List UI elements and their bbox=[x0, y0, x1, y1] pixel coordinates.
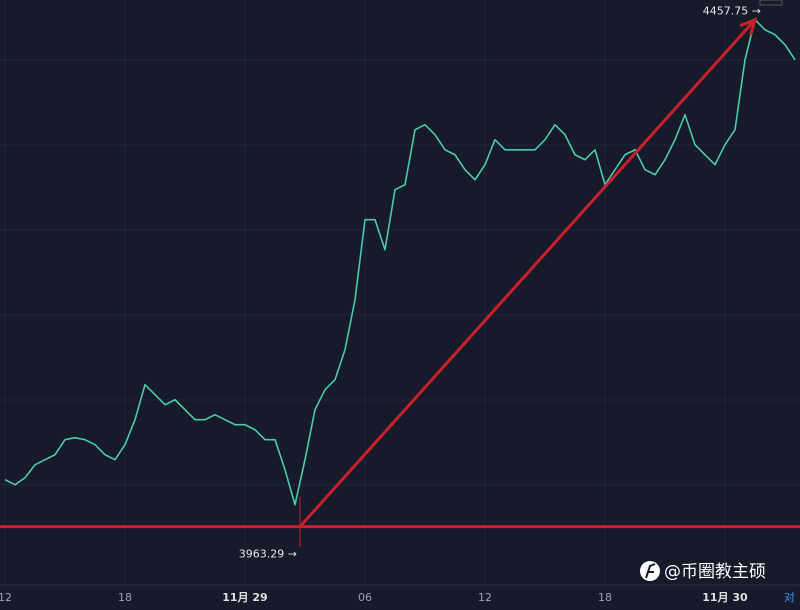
scale-toggle[interactable]: 对 bbox=[784, 590, 795, 604]
x-tick-label: 06 bbox=[358, 591, 372, 604]
watermark-text: @币圈教主硕 bbox=[664, 562, 766, 582]
trend-arrow bbox=[298, 18, 757, 528]
low-label: 3963.29 → bbox=[239, 548, 297, 561]
x-tick-label: 18 bbox=[118, 591, 132, 604]
corner-button[interactable] bbox=[759, 0, 783, 6]
x-tick-label: 12 bbox=[0, 591, 12, 604]
x-tick-label: 12 bbox=[478, 591, 492, 604]
watermark: @币圈教主硕 bbox=[640, 561, 766, 582]
horizontal-grid bbox=[0, 59, 800, 486]
x-tick-label: 11月 30 bbox=[702, 591, 748, 604]
high-label: 4457.75 → bbox=[703, 5, 761, 18]
price-line bbox=[4, 18, 796, 506]
x-tick-label: 11月 29 bbox=[222, 591, 267, 604]
arrow-head bbox=[739, 17, 758, 36]
x-tick-label: 18 bbox=[598, 591, 612, 604]
